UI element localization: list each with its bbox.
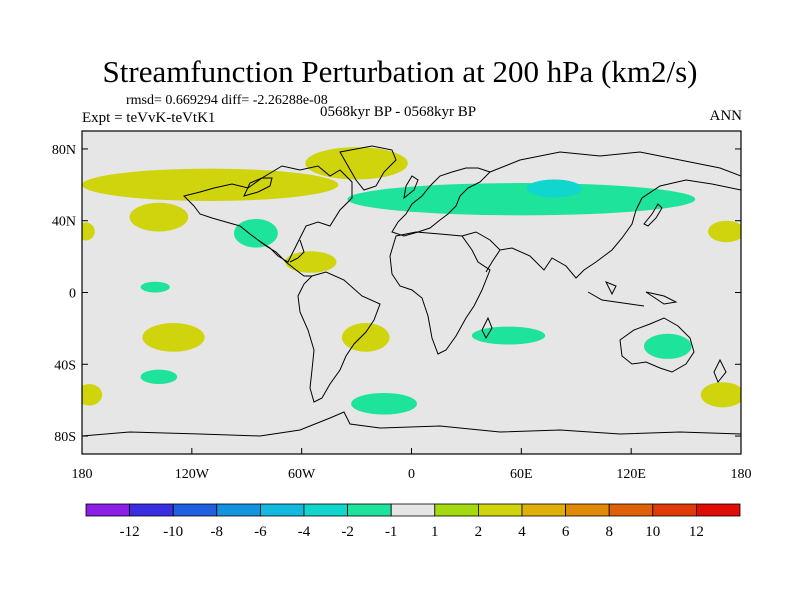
anomaly-region <box>140 281 170 293</box>
colorbar-swatch <box>477 503 523 517</box>
season-label: ANN <box>709 108 743 124</box>
longitude-ticks: 180 120W 60W 0 60E 120E 180 <box>72 448 752 482</box>
colorbar-label: -6 <box>254 524 267 540</box>
y-tick-label: 40N <box>52 215 76 230</box>
coastlines <box>82 145 741 437</box>
colorbar-swatch <box>129 503 174 517</box>
anomaly-region <box>142 323 205 352</box>
period-label: 0568kyr BP - 0568kyr BP <box>320 104 477 120</box>
colorbar-swatch <box>347 503 392 517</box>
colorbar-swatch <box>85 503 130 517</box>
anomaly-region <box>82 222 95 241</box>
x-tick-label: 180 <box>731 467 752 482</box>
colorbar-swatch <box>259 503 305 517</box>
anomaly-region <box>643 333 692 359</box>
anomaly-region <box>708 220 741 243</box>
colorbar-label: 10 <box>645 524 660 540</box>
anomaly-region <box>140 369 178 385</box>
y-tick-label: 80N <box>52 143 76 158</box>
colorbar-swatch <box>390 503 436 517</box>
anomaly-contours <box>82 147 741 415</box>
colorbar-label: -10 <box>163 524 183 540</box>
colorbar-label: -12 <box>120 524 140 540</box>
colorbar-label: 4 <box>518 524 526 540</box>
x-tick-label: 0 <box>408 467 415 482</box>
colorbar-swatch <box>565 503 610 517</box>
latitude-ticks: 80N 40N 0 40S 80S <box>52 143 741 445</box>
colorbar-label: 1 <box>431 524 439 540</box>
colorbar-swatch <box>216 503 261 517</box>
colorbar-label: 12 <box>689 524 704 540</box>
anomaly-region <box>347 183 696 216</box>
anomaly-region <box>526 179 582 198</box>
colorbar-label: -8 <box>211 524 224 540</box>
colorbar-label: -1 <box>385 524 398 540</box>
anomaly-region <box>129 202 189 232</box>
colorbar-label: 8 <box>605 524 613 540</box>
x-tick-label: 120W <box>175 467 210 482</box>
colorbar-swatch <box>608 503 654 517</box>
x-tick-label: 120E <box>616 467 646 482</box>
plot-title: Streamfunction Perturbation at 200 hPa (… <box>102 54 698 89</box>
x-tick-label: 60W <box>288 467 316 482</box>
x-tick-label: 180 <box>72 467 93 482</box>
colorbar-swatch <box>652 503 697 517</box>
colorbar-label: -2 <box>341 524 354 540</box>
x-tick-label: 60E <box>510 467 533 482</box>
anomaly-region <box>82 384 103 406</box>
colorbar-swatch <box>521 503 566 517</box>
colorbar-swatch <box>696 503 741 517</box>
colorbar-label: 6 <box>562 524 570 540</box>
anomaly-region <box>82 168 339 201</box>
colorbar-label: -4 <box>298 524 311 540</box>
anomaly-region <box>233 218 278 248</box>
anomaly-region <box>341 323 390 352</box>
y-tick-label: 40S <box>54 358 76 373</box>
anomaly-region <box>351 392 417 415</box>
y-tick-label: 80S <box>54 430 76 445</box>
anomaly-region <box>285 251 337 273</box>
colorbar-label: 2 <box>475 524 483 540</box>
y-tick-label: 0 <box>69 287 76 302</box>
experiment-label: Expt = teVvK-teVtK1 <box>82 110 216 126</box>
colorbar-swatch <box>434 503 479 517</box>
colorbar-swatch <box>303 503 348 517</box>
colorbar: -12 -10 -8 -6 -4 -2 -1 1 2 4 6 8 10 12 <box>85 503 741 540</box>
rmsd-diff-stats: rmsd= 0.669294 diff= -2.26288e-08 <box>126 93 328 108</box>
colorbar-swatch <box>172 503 218 517</box>
anomaly-region <box>700 382 741 408</box>
anomaly-region <box>305 147 408 180</box>
